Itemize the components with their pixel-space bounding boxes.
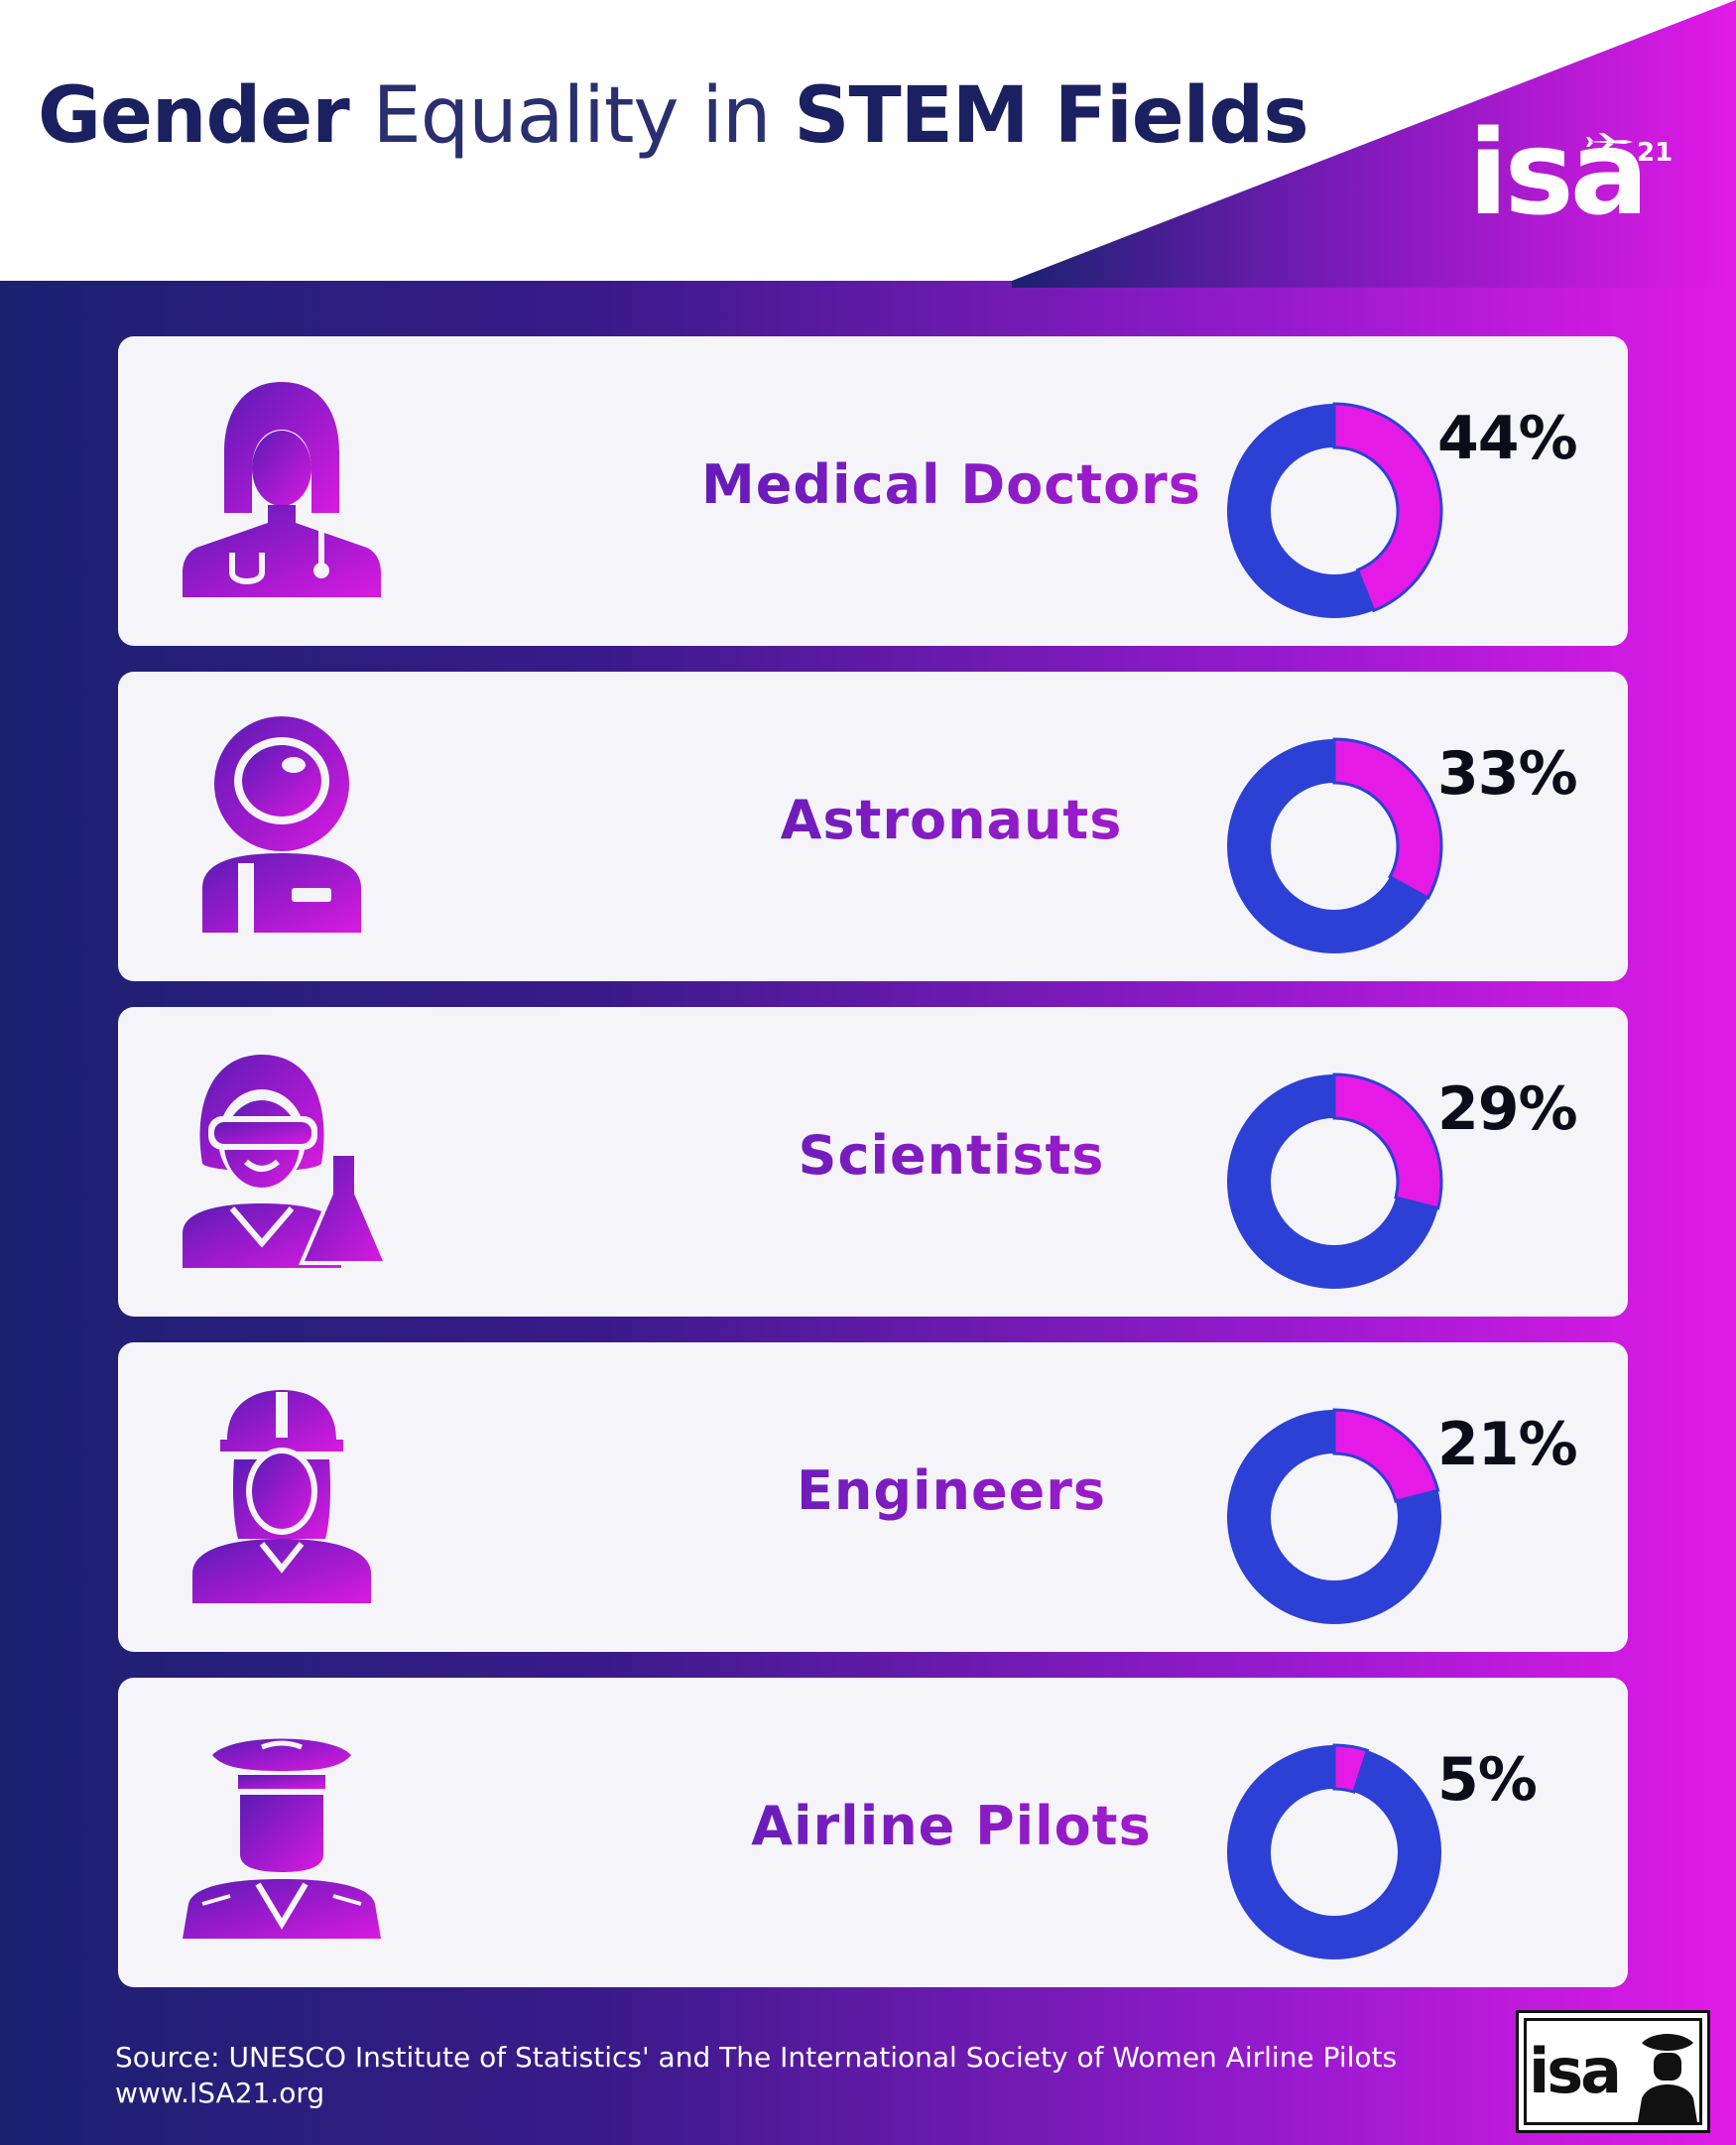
brand-logo: isa 21 [1468,114,1696,253]
badge-logo-text: isa [1529,2035,1622,2107]
astronaut-icon [202,716,361,933]
stat-card-astronauts: Astronauts 33% [118,672,1628,981]
donut-highlight-segment [1332,402,1443,613]
donut-chart [1227,1743,1441,1959]
card-label: Airline Pilots [515,1795,1388,1857]
pilot-silhouette-icon [1638,2034,1697,2122]
brand-logo-number: 21 [1637,138,1674,168]
donut-chart [1227,402,1443,618]
percent-label: 5% [1437,1745,1538,1815]
card-label: Scientists [515,1124,1388,1187]
female-pilot-icon [183,1738,381,1939]
donut-chart [1227,1072,1443,1289]
donut-highlight-segment [1332,1072,1443,1210]
title-part-2: Equality in [372,71,771,161]
title-part-3: STEM Fields [794,71,1308,161]
header-diagonal-band [1012,0,1736,288]
stat-card-medical-doctors: Medical Doctors 44% [118,336,1628,646]
source-note: Source: UNESCO Institute of Statistics' … [115,2040,1397,2112]
website-link[interactable]: www.ISA21.org [115,2077,325,2110]
donut-remainder-segment [1227,1745,1441,1959]
percent-label: 29% [1437,1074,1578,1144]
stat-card-engineers: Engineers 21% [118,1342,1628,1652]
percent-label: 21% [1437,1410,1578,1479]
source-text: Source: UNESCO Institute of Statistics' … [115,2041,1398,2074]
stat-card-scientists: Scientists 29% [118,1007,1628,1317]
title-part-1: Gender [38,71,350,161]
brand-logo-text: isa [1468,104,1649,241]
donut-highlight-segment [1332,737,1443,901]
donut-highlight-segment [1332,1408,1440,1503]
badge-frame [1524,2018,1702,2125]
plane-icon [1586,133,1633,151]
stat-card-airline-pilots: Airline Pilots 5% [118,1678,1628,1987]
card-label: Engineers [515,1459,1388,1522]
percent-label: 33% [1437,739,1578,809]
card-label: Astronauts [515,789,1388,851]
donut-highlight-segment [1332,1743,1370,1795]
card-label: Medical Doctors [515,453,1388,516]
footer-badge-logo: isa [1516,2010,1710,2133]
donut-chart [1227,1408,1441,1624]
female-engineer-icon [192,1390,371,1603]
female-scientist-icon [183,1055,390,1268]
female-doctor-icon [183,382,381,597]
percent-label: 44% [1437,404,1578,473]
donut-chart [1227,737,1443,953]
page-title: Gender Equality in STEM Fields [38,77,1309,155]
